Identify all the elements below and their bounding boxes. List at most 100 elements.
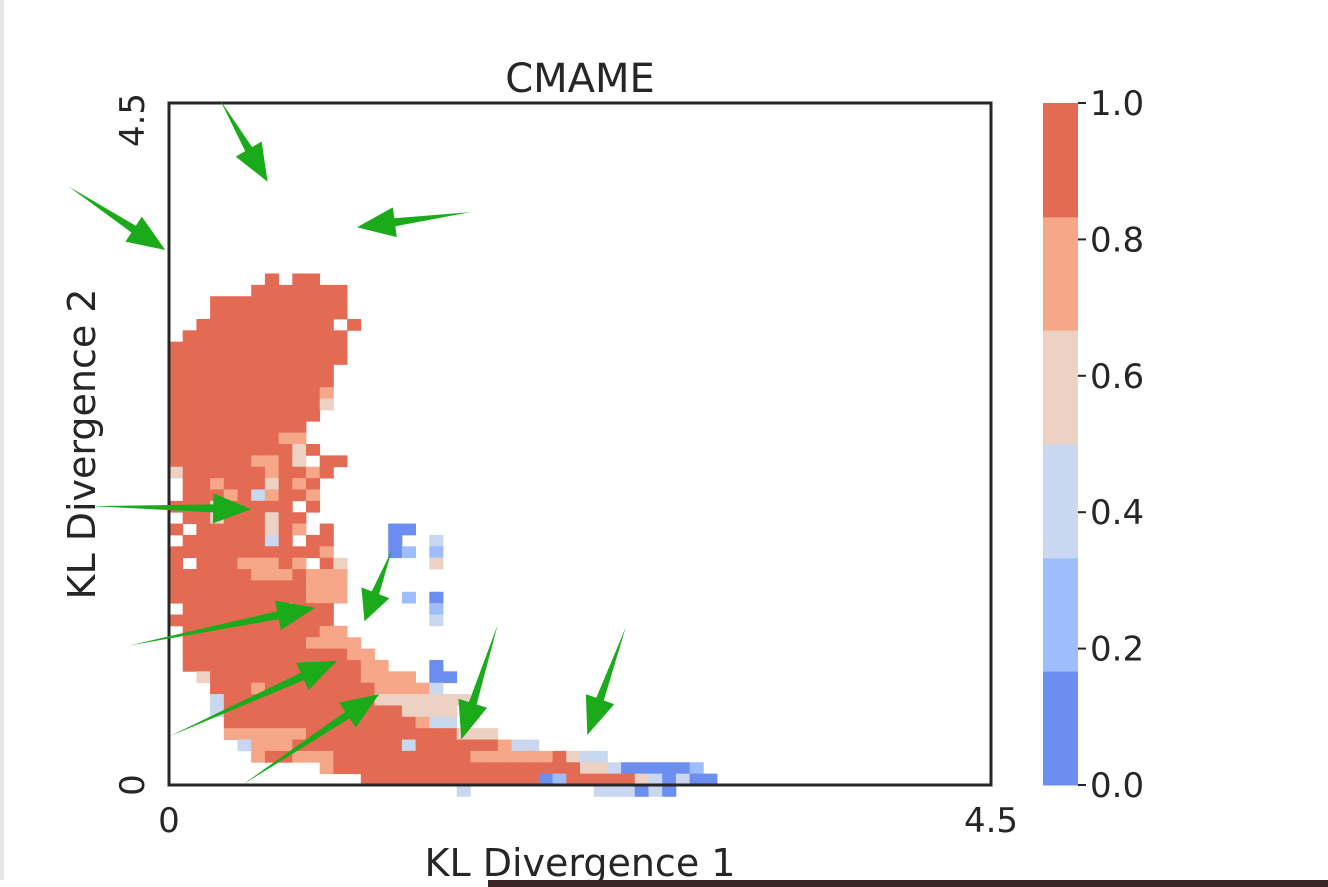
heatmap-cell xyxy=(251,648,266,661)
annotation-arrow xyxy=(357,207,471,238)
heatmap-cell xyxy=(662,773,677,786)
heatmap-cell xyxy=(306,569,321,581)
annotation-arrow xyxy=(128,600,316,646)
heatmap-cell xyxy=(264,671,279,684)
heatmap-cell xyxy=(333,648,348,661)
heatmap-cell xyxy=(196,455,211,468)
heatmap-cells xyxy=(169,273,718,797)
heatmap-cell xyxy=(210,580,225,593)
heatmap-cell xyxy=(292,296,307,308)
heatmap-cell xyxy=(580,750,595,763)
heatmap-cell xyxy=(251,580,266,593)
heatmap-cell xyxy=(593,785,608,797)
heatmap-cell xyxy=(223,364,238,377)
heatmap-cell xyxy=(210,625,225,638)
colorbar-segment xyxy=(1043,671,1078,786)
heatmap-cell xyxy=(237,330,252,343)
annotation-arrow xyxy=(361,550,392,622)
heatmap-cell xyxy=(278,421,293,434)
heatmap-cell xyxy=(264,739,279,752)
heatmap-cell xyxy=(429,728,444,740)
heatmap-cell xyxy=(196,478,211,490)
heatmap-cell xyxy=(210,534,225,547)
heatmap-cell xyxy=(210,648,225,661)
heatmap-cell xyxy=(333,569,348,581)
heatmap-cell xyxy=(319,716,334,729)
heatmap-cell xyxy=(169,557,184,570)
heatmap-cell xyxy=(182,466,197,479)
heatmap-cell xyxy=(182,444,197,456)
heatmap-cell xyxy=(278,500,293,513)
heatmap-cell xyxy=(319,330,334,343)
heatmap-cell xyxy=(237,569,252,581)
heatmap-cell xyxy=(292,284,307,297)
heatmap-cell xyxy=(251,455,266,468)
heatmap-cell xyxy=(456,773,471,786)
annotation-arrow xyxy=(169,660,338,737)
heatmap-cell xyxy=(497,750,512,763)
heatmap-cell xyxy=(360,659,375,672)
heatmap-cell xyxy=(634,785,649,797)
heatmap-cell xyxy=(552,773,567,786)
heatmap-cell xyxy=(196,512,211,524)
heatmap-cell xyxy=(292,330,307,343)
heatmap-cell xyxy=(278,546,293,559)
heatmap-cell xyxy=(182,637,197,649)
heatmap-cell xyxy=(333,694,348,706)
heatmap-cell xyxy=(251,569,266,581)
heatmap-cell xyxy=(223,648,238,661)
heatmap-cell xyxy=(264,330,279,343)
heatmap-cell xyxy=(210,330,225,343)
heatmap-cell xyxy=(251,523,266,536)
heatmap-cell xyxy=(264,500,279,513)
heatmap-cell xyxy=(319,728,334,740)
heatmap-cell xyxy=(210,705,225,718)
heatmap-cell xyxy=(223,478,238,490)
annotation-arrow xyxy=(585,627,626,735)
heatmap-cell xyxy=(443,773,458,786)
heatmap-cell xyxy=(210,603,225,615)
heatmap-cell xyxy=(306,375,321,388)
heatmap-cell xyxy=(292,455,307,468)
heatmap-cell xyxy=(401,591,416,604)
heatmap-cell xyxy=(306,318,321,331)
heatmap-cell xyxy=(251,671,266,684)
heatmap-cell xyxy=(374,750,389,763)
heatmap-cell xyxy=(182,353,197,365)
heatmap-cell xyxy=(251,659,266,672)
heatmap-cell xyxy=(278,523,293,536)
heatmap-cell xyxy=(210,637,225,649)
heatmap-cell xyxy=(319,750,334,763)
heatmap-cell xyxy=(552,762,567,775)
heatmap-cell xyxy=(552,750,567,763)
colorbar-tick-label: 0.4 xyxy=(1090,493,1144,533)
heatmap-cell xyxy=(196,375,211,388)
heatmap-cell xyxy=(264,705,279,718)
heatmap-cell xyxy=(333,671,348,684)
heatmap-cell xyxy=(237,455,252,468)
heatmap-cell xyxy=(237,353,252,365)
heatmap-cell xyxy=(319,603,334,615)
heatmap-cell xyxy=(223,432,238,445)
heatmap-cell xyxy=(223,557,238,570)
heatmap-cell xyxy=(306,546,321,559)
heatmap-cell xyxy=(223,455,238,468)
heatmap-cell xyxy=(443,716,458,729)
heatmap-cell xyxy=(264,409,279,422)
heatmap-cell xyxy=(319,682,334,695)
heatmap-cell xyxy=(210,546,225,559)
heatmap-cell xyxy=(237,728,252,740)
heatmap-cell xyxy=(223,728,238,740)
heatmap-cell xyxy=(347,750,362,763)
heatmap-cell xyxy=(237,557,252,570)
heatmap-cell xyxy=(196,466,211,479)
heatmap-cell xyxy=(278,341,293,354)
heatmap-cell xyxy=(292,591,307,604)
heatmap-cell xyxy=(169,455,184,468)
heatmap-cell xyxy=(264,750,279,763)
heatmap-cell xyxy=(566,762,581,775)
heatmap-cell xyxy=(388,671,403,684)
heatmap-cell xyxy=(388,546,403,559)
heatmap-cell xyxy=(169,341,184,354)
